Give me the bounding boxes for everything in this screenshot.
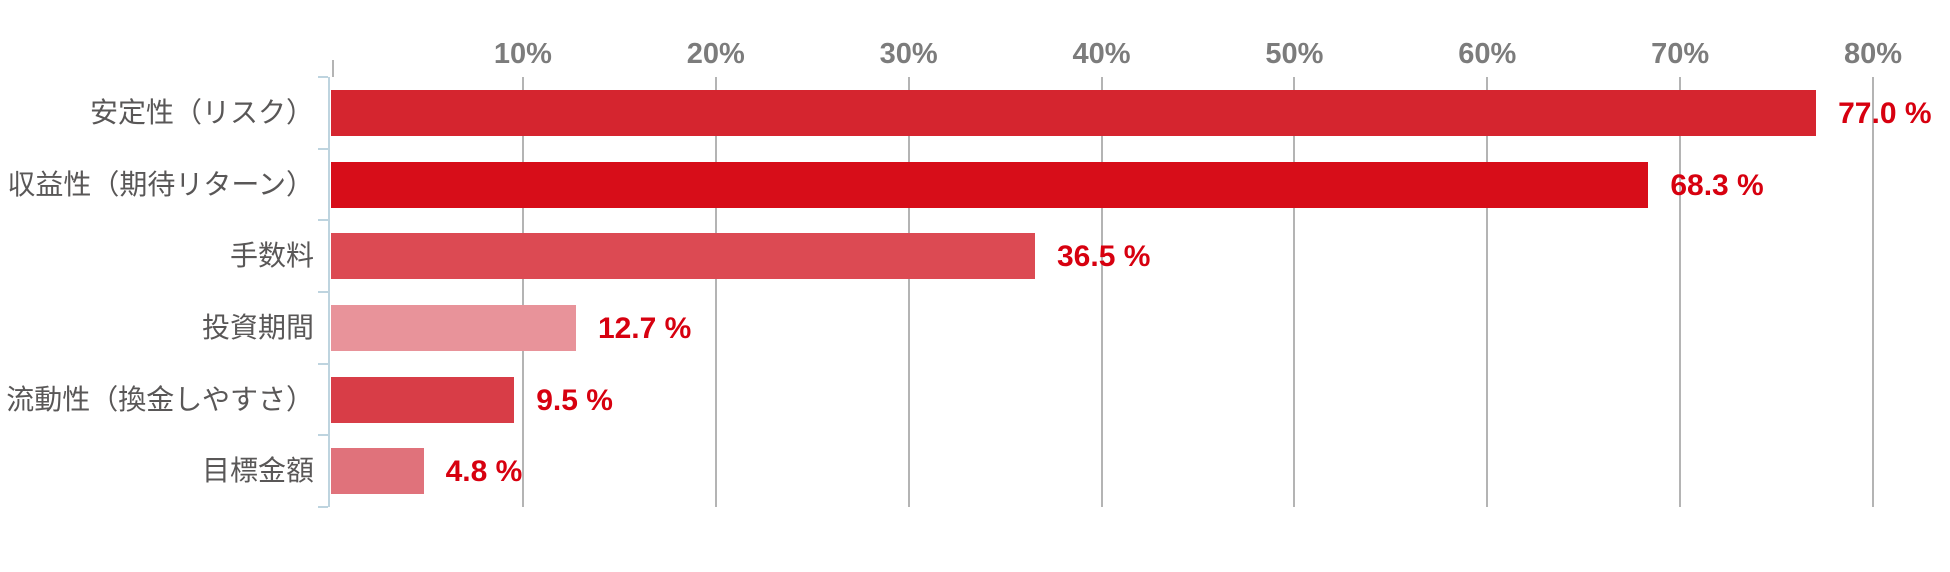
y-axis-tick — [318, 362, 328, 365]
gridline — [714, 77, 717, 507]
gridline — [1100, 77, 1103, 507]
category-label: 投資期間 — [201, 311, 314, 343]
category-label: 収益性（期待リターン） — [7, 168, 314, 200]
y-axis-line — [328, 77, 330, 507]
value-label: 4.8 % — [445, 455, 523, 489]
y-axis-tick — [318, 219, 328, 222]
y-axis-tick — [318, 76, 328, 78]
category-label: 手数料 — [229, 240, 314, 272]
x-tick-label: 60% — [1458, 38, 1517, 70]
x-tick-label: 40% — [1072, 38, 1131, 70]
gridline — [1872, 77, 1874, 507]
bar — [331, 448, 424, 495]
bar — [331, 161, 1649, 208]
x-tick-label: 70% — [1651, 38, 1710, 70]
value-label: 68.3 % — [1670, 168, 1764, 202]
value-label: 36.5 % — [1056, 240, 1151, 274]
gridline — [1293, 77, 1296, 507]
x-tick-label: 30% — [879, 38, 938, 70]
category-label: 目標金額 — [201, 455, 314, 487]
x-tick-label: 50% — [1265, 38, 1324, 70]
y-axis-tick — [318, 506, 328, 508]
y-axis-tick — [318, 291, 328, 293]
bar — [331, 233, 1035, 280]
x-tick-label: 10% — [493, 38, 552, 70]
value-label: 77.0 % — [1838, 96, 1932, 130]
bar — [331, 304, 576, 351]
x-tick-label: 20% — [686, 38, 745, 70]
bar — [331, 89, 1817, 136]
gridline — [907, 77, 910, 507]
category-label: 流動性（換金しやすさ） — [6, 383, 314, 415]
category-label: 安定性（リスク） — [89, 96, 314, 128]
gridline — [521, 77, 524, 507]
value-label: 9.5 % — [536, 383, 613, 417]
gridline — [1679, 77, 1682, 507]
zero-tick-stub — [332, 60, 334, 77]
x-tick-label: 80% — [1843, 38, 1903, 70]
bar — [331, 376, 515, 423]
gridline — [1486, 77, 1489, 507]
value-label: 12.7 % — [597, 311, 692, 345]
y-axis-tick — [318, 434, 328, 437]
y-axis-tick — [318, 147, 328, 150]
